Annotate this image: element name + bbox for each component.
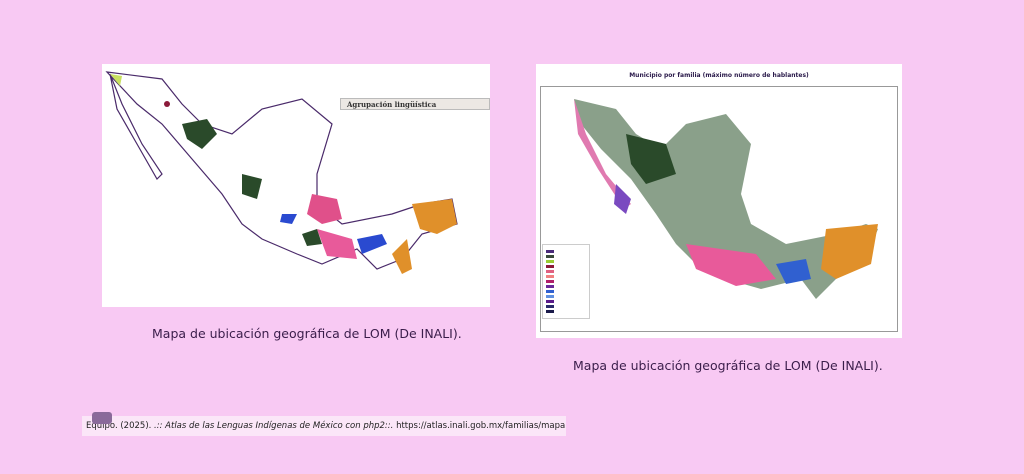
reference-author: Equipo. (2025). (86, 421, 152, 431)
left-map-panel: Agrupación lingüística (102, 64, 490, 307)
legend-swatch (546, 275, 554, 278)
map-title: Municipio por familia (máximo número de … (629, 72, 809, 79)
legend-swatch (546, 250, 554, 253)
legend-swatch (546, 270, 554, 273)
reference-title: .:: Atlas de las Lenguas Indígenas de Mé… (154, 421, 394, 431)
legend-swatch (546, 255, 554, 258)
legend-swatch (546, 285, 554, 288)
legend-swatch (546, 300, 554, 303)
mexico-language-map (105, 71, 458, 274)
legend-swatch (546, 265, 554, 268)
right-map-panel: Municipio por familia (máximo número de … (536, 64, 902, 338)
creative-commons-icon (92, 412, 112, 424)
map-frame (540, 86, 898, 332)
legend-swatch (546, 295, 554, 298)
legend-swatch (546, 310, 554, 313)
reference-url[interactable]: https://atlas.inali.gob.mx/familias/mapa (396, 421, 566, 431)
left-map-caption: Mapa de ubicación geográfica de LOM (De … (152, 326, 462, 341)
municipality-family-map (574, 99, 878, 299)
map-legend (542, 244, 590, 319)
legend-header: Agrupación lingüística (340, 98, 490, 110)
legend-swatch (546, 305, 554, 308)
legend-swatch (546, 280, 554, 283)
right-map-caption: Mapa de ubicación geográfica de LOM (De … (573, 358, 883, 373)
legend-swatch (546, 290, 554, 293)
legend-swatch (546, 260, 554, 263)
reference-citation: Equipo. (2025). .:: Atlas de las Lenguas… (82, 416, 566, 436)
